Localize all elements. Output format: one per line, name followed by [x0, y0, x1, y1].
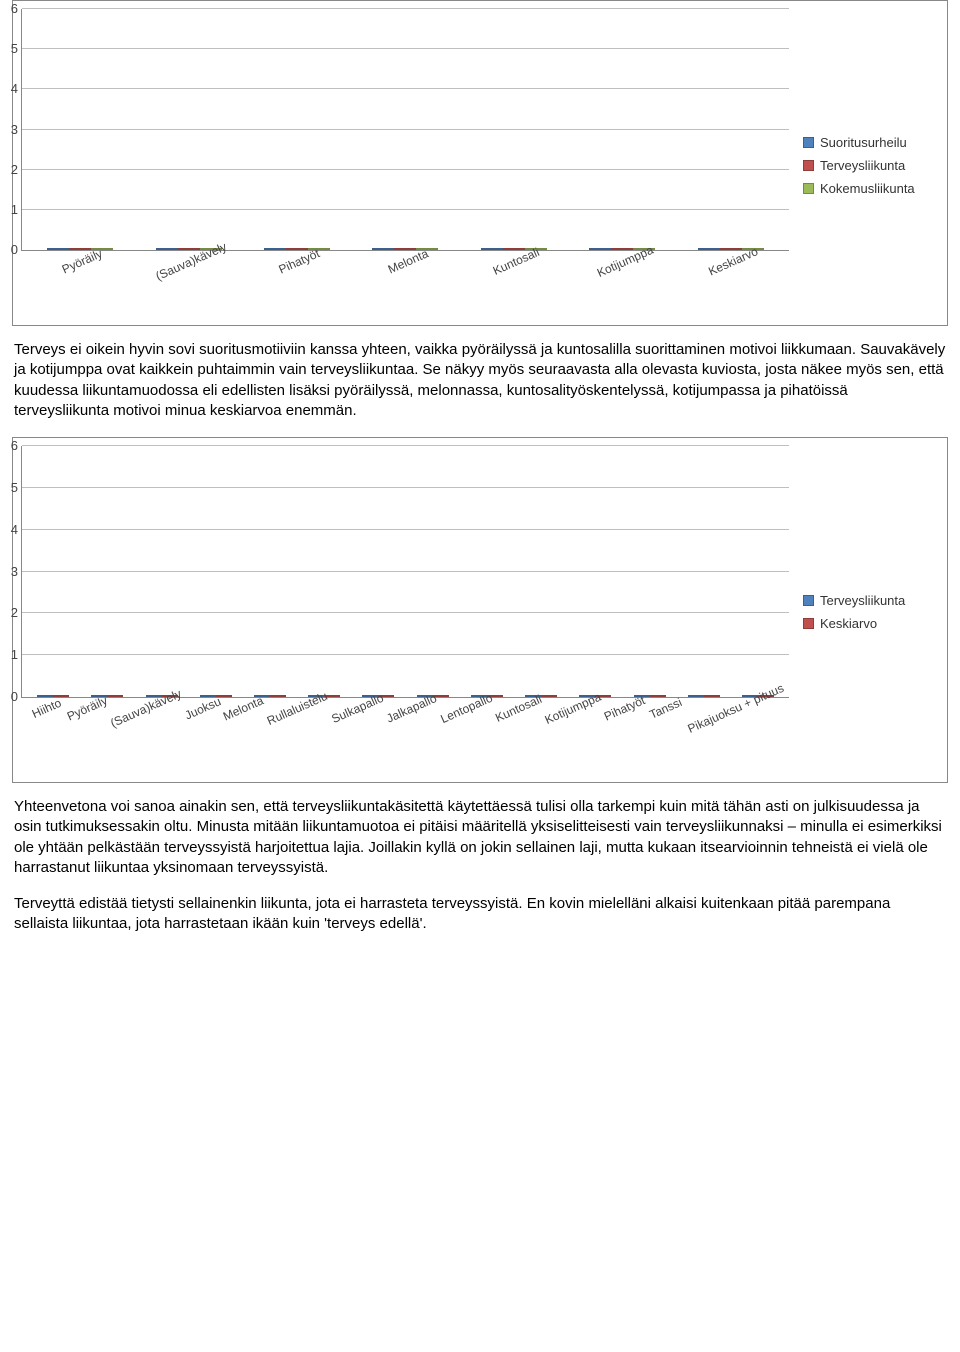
bar [37, 695, 53, 697]
y-tick-label: 1 [0, 202, 18, 217]
bar-group [80, 695, 134, 697]
y-tick-label: 4 [0, 522, 18, 537]
bar [178, 248, 200, 250]
y-tick-label: 2 [0, 162, 18, 177]
y-tick-label: 5 [0, 480, 18, 495]
bar [541, 695, 557, 697]
y-tick-label: 6 [0, 438, 18, 453]
paragraph-2: Yhteenvetona voi sanoa ainakin sen, että… [14, 797, 946, 878]
chart-2-xlabels: HiihtoPyöräily(Sauva)kävelyJuoksuMelonta… [21, 702, 789, 716]
y-tick-label: 1 [0, 647, 18, 662]
bar [611, 248, 633, 250]
legend-swatch [803, 160, 814, 171]
bar [503, 248, 525, 250]
bar-group [514, 695, 568, 697]
bar [720, 248, 742, 250]
bar [481, 248, 503, 250]
y-tick-label: 5 [0, 41, 18, 56]
chart-2-legend: Terveysliikunta Keskiarvo [789, 446, 939, 778]
paragraph-1: Terveys ei oikein hyvin sovi suoritusmot… [14, 340, 946, 421]
legend-label: Terveysliikunta [820, 158, 905, 173]
bar [698, 248, 720, 250]
chart-2-plot: 0123456 [21, 446, 789, 698]
bar [394, 248, 416, 250]
chart-1: 0123456 Pyöräily(Sauva)kävelyPihatyötMel… [12, 0, 948, 326]
legend-item: Terveysliikunta [803, 593, 939, 608]
y-tick-label: 0 [0, 242, 18, 257]
bar [704, 695, 720, 697]
legend-label: Keskiarvo [820, 616, 877, 631]
bar [589, 248, 611, 250]
bar-group [677, 695, 731, 697]
bar [69, 248, 91, 250]
chart-1-legend: Suoritusurheilu Terveysliikunta Kokemuslii… [789, 9, 939, 321]
y-tick-label: 4 [0, 81, 18, 96]
bar [47, 248, 69, 250]
y-tick-label: 6 [0, 1, 18, 16]
y-tick-label: 3 [0, 122, 18, 137]
legend-swatch [803, 183, 814, 194]
legend-label: Terveysliikunta [820, 593, 905, 608]
legend-label: Suoritusurheilu [820, 135, 907, 150]
y-tick-label: 0 [0, 689, 18, 704]
legend-item: Suoritusurheilu [803, 135, 939, 150]
bar [107, 695, 123, 697]
bar [688, 695, 704, 697]
bar [372, 248, 394, 250]
paragraph-3: Terveyttä edistää tietysti sellainenkin … [14, 894, 946, 935]
chart-2: 0123456 HiihtoPyöräily(Sauva)kävelyJuoks… [12, 437, 948, 783]
legend-swatch [803, 137, 814, 148]
chart-1-xlabels: Pyöräily(Sauva)kävelyPihatyötMelontaKunt… [21, 255, 789, 269]
legend-item: Keskiarvo [803, 616, 939, 631]
bar [650, 695, 666, 697]
bar [156, 248, 178, 250]
chart-1-plot: 0123456 [21, 9, 789, 251]
legend-swatch [803, 595, 814, 606]
y-tick-label: 3 [0, 564, 18, 579]
legend-item: Terveysliikunta [803, 158, 939, 173]
legend-item: Kokemusliikunta [803, 181, 939, 196]
legend-swatch [803, 618, 814, 629]
bar [264, 248, 286, 250]
y-tick-label: 2 [0, 605, 18, 620]
bar [286, 248, 308, 250]
legend-label: Kokemusliikunta [820, 181, 915, 196]
bar [270, 695, 286, 697]
